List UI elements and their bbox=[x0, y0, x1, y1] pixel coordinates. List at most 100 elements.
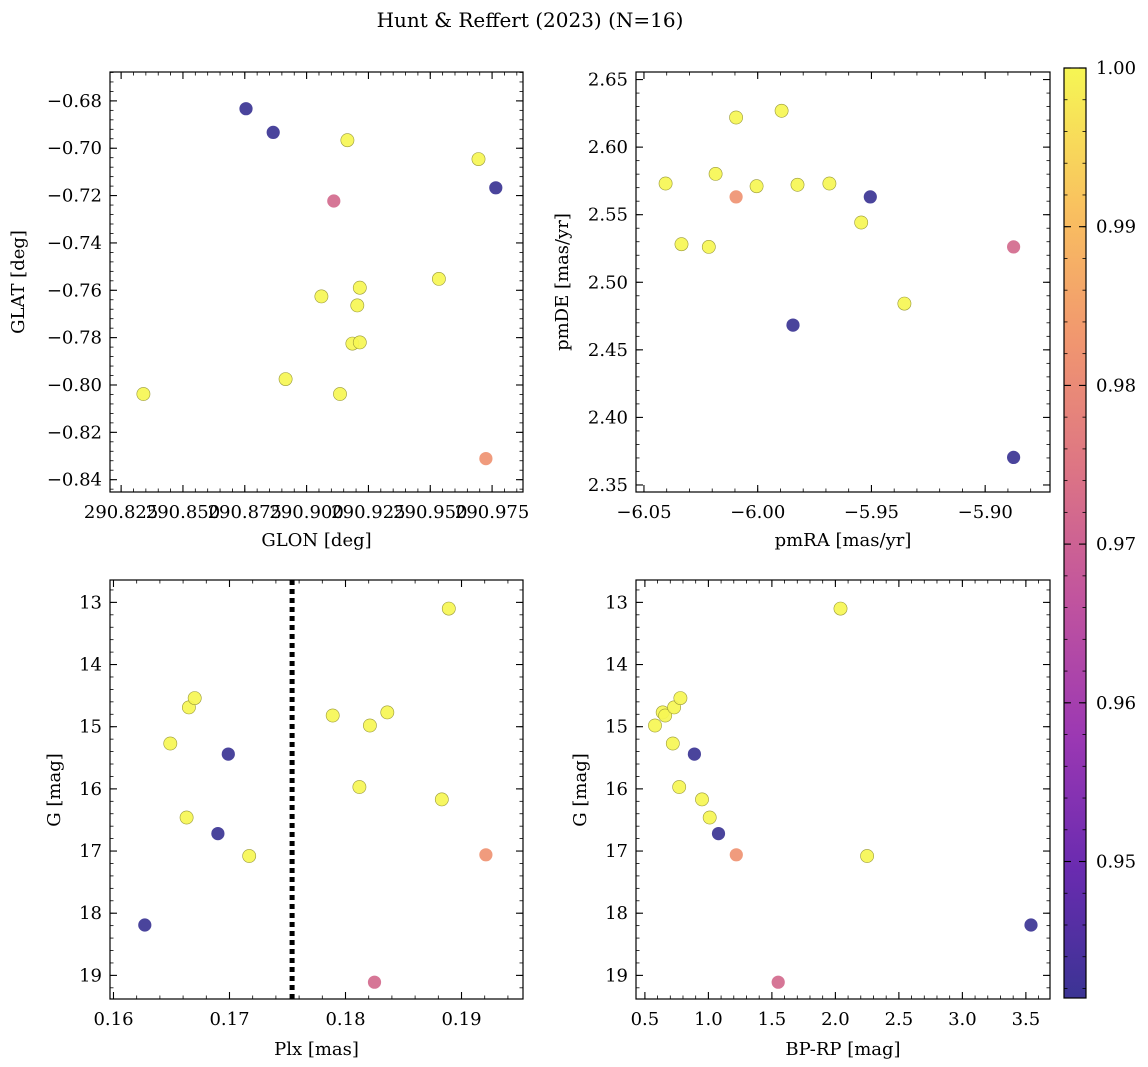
x-tick-label: 2.0 bbox=[821, 1009, 850, 1030]
axes-frame-bprp-g bbox=[635, 579, 1051, 1000]
data-point bbox=[1024, 918, 1038, 932]
data-point bbox=[352, 780, 367, 794]
colorbar-tick-label: 0.99 bbox=[1096, 217, 1136, 238]
x-tick-label: 0.19 bbox=[441, 1009, 481, 1030]
colorbar-tick-label: 0.95 bbox=[1096, 852, 1136, 873]
y-axis-label-pmra-pmde: pmDE [mas/yr] bbox=[552, 213, 573, 351]
x-tick-label: 1.5 bbox=[758, 1009, 787, 1030]
y-tick-label: 19 bbox=[605, 965, 628, 986]
y-tick-label: 16 bbox=[79, 779, 102, 800]
data-point bbox=[708, 166, 723, 181]
data-point bbox=[701, 239, 716, 254]
axes-frame-plx-g bbox=[109, 579, 524, 1000]
markers-glon-glat bbox=[136, 102, 503, 466]
data-point bbox=[367, 975, 382, 989]
data-point bbox=[380, 705, 395, 720]
data-point bbox=[136, 387, 151, 401]
data-point bbox=[479, 452, 493, 466]
data-point bbox=[673, 691, 688, 705]
ticks-glon-glat bbox=[110, 72, 523, 492]
markers-bprp-g bbox=[648, 601, 1038, 989]
data-point bbox=[833, 601, 848, 616]
data-point bbox=[863, 190, 877, 204]
data-point bbox=[648, 718, 662, 733]
data-point bbox=[695, 792, 709, 807]
y-tick-label: 2.55 bbox=[588, 205, 628, 226]
x-tick-label: −6.05 bbox=[616, 502, 671, 523]
colorbar-tick-label: 0.96 bbox=[1096, 693, 1136, 714]
data-point bbox=[239, 102, 253, 116]
x-axis-label-glon-glat: GLON [deg] bbox=[261, 530, 371, 551]
y-tick-label: −0.78 bbox=[47, 328, 102, 349]
data-point bbox=[790, 177, 805, 192]
data-point bbox=[674, 237, 689, 252]
y-tick-label: 2.35 bbox=[588, 475, 628, 496]
x-tick-label: 290.825 bbox=[84, 502, 158, 523]
data-point bbox=[860, 849, 874, 863]
x-axis-label-pmra-pmde: pmRA [mas/yr] bbox=[775, 530, 912, 551]
colorbar-tick-label: 0.97 bbox=[1096, 534, 1136, 555]
data-point bbox=[658, 708, 673, 723]
y-tick-label: 2.40 bbox=[588, 407, 628, 428]
y-tick-label: −0.82 bbox=[47, 422, 102, 443]
data-point bbox=[278, 372, 293, 386]
y-axis-label-bprp-g: G [mag] bbox=[570, 753, 591, 826]
data-point bbox=[333, 387, 347, 401]
colorbar-tick-labels: 0.95 0.96 0.97 0.98 0.99 1.00 bbox=[1096, 58, 1136, 873]
colorbar-ticks bbox=[1064, 67, 1086, 989]
y-tick-label: 14 bbox=[605, 655, 628, 676]
x-axis-label-bprp-g: BP-RP [mag] bbox=[785, 1039, 900, 1060]
colorbar-frame bbox=[1063, 67, 1087, 999]
colorbar-fill bbox=[1064, 68, 1086, 998]
data-point bbox=[822, 176, 837, 191]
markers-plx-g bbox=[138, 601, 493, 989]
data-point bbox=[441, 601, 456, 616]
y-tick-label: 13 bbox=[79, 592, 102, 613]
y-tick-label: 15 bbox=[605, 717, 628, 738]
data-point bbox=[138, 918, 152, 932]
data-point bbox=[897, 296, 912, 311]
data-point bbox=[327, 194, 341, 208]
data-point bbox=[163, 736, 178, 751]
x-tick-label: −6.00 bbox=[730, 502, 785, 523]
data-point bbox=[489, 181, 503, 195]
y-tick-label: 16 bbox=[605, 779, 628, 800]
y-tick-label: −0.76 bbox=[47, 280, 102, 301]
data-point bbox=[352, 335, 367, 350]
x-tick-label: 1.0 bbox=[694, 1009, 723, 1030]
y-tick-label: 18 bbox=[79, 903, 102, 924]
y-axis-label-glon-glat: GLAT [deg] bbox=[8, 230, 29, 334]
y-tick-label: −0.72 bbox=[47, 186, 102, 207]
x-tick-label: 290.975 bbox=[455, 502, 529, 523]
x-tick-label: 2.5 bbox=[885, 1009, 914, 1030]
y-tick-label: 2.60 bbox=[588, 137, 628, 158]
data-point bbox=[314, 289, 329, 304]
data-point bbox=[665, 736, 680, 751]
data-point bbox=[672, 780, 687, 794]
data-point bbox=[179, 810, 194, 825]
chart-panel-plx-g: 0.16 0.17 0.18 0.19 13 14 15 16 17 18 19 Plx [mas]… bbox=[44, 579, 524, 1060]
y-tick-label: 14 bbox=[79, 655, 102, 676]
chart-panel-pmra-pmde: −6.05 −6.00 −5.95 −5.90 2.35 2.40 2.45 2.50 2.55… bbox=[552, 70, 1051, 551]
figure-title: Hunt & Reffert (2023) (N=16) bbox=[377, 8, 684, 32]
data-point bbox=[471, 152, 486, 166]
ticks-bprp-g bbox=[636, 580, 1050, 999]
data-point bbox=[771, 975, 785, 989]
data-point bbox=[854, 215, 869, 230]
data-point bbox=[786, 318, 800, 332]
x-tick-label: 0.18 bbox=[325, 1009, 365, 1030]
axes-frame-pmra-pmde bbox=[635, 71, 1051, 493]
y-tick-label: 2.65 bbox=[588, 70, 628, 91]
y-tick-label: 2.50 bbox=[588, 272, 628, 293]
x-tick-label: 290.850 bbox=[146, 502, 220, 523]
data-point bbox=[434, 792, 449, 807]
x-tick-label: 0.17 bbox=[209, 1009, 249, 1030]
chart-panel-glon-glat: 290.825290.850290.875290.900290.925290.9… bbox=[8, 71, 529, 551]
y-tick-label: 15 bbox=[79, 717, 102, 738]
y-tick-label: 18 bbox=[605, 903, 628, 924]
data-point bbox=[266, 125, 280, 139]
data-point bbox=[352, 280, 367, 295]
y-tick-label: 17 bbox=[79, 841, 102, 862]
data-point bbox=[362, 718, 377, 733]
